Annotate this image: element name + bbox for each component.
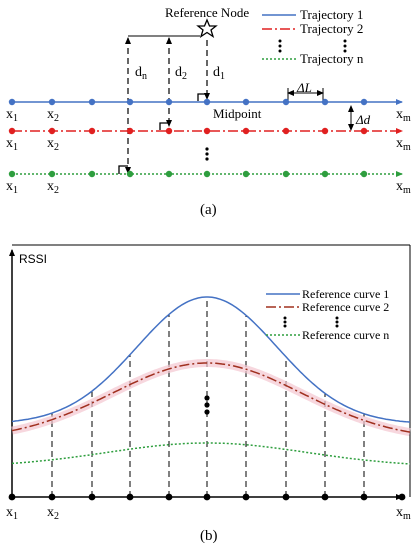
panel-b: RSSI x1 x2 xm Reference curve 1 Reference …	[6, 244, 411, 544]
legend-a-label-1: Trajectory 1	[300, 7, 363, 22]
trajectory-n-point	[282, 170, 290, 178]
x-axis-point	[48, 493, 56, 501]
legend-a-label-2: Trajectory 2	[300, 21, 363, 36]
trajectory-1-point	[203, 98, 211, 106]
trajectory-1-point	[360, 98, 368, 106]
x-axis-point	[203, 493, 211, 501]
curves-ellipsis-icon	[204, 395, 210, 415]
x-axis-point	[88, 493, 96, 501]
caption-b: (b)	[200, 528, 218, 544]
x1-label: x1	[6, 136, 18, 153]
right-angle-mark-2	[159, 122, 169, 130]
reference-curve-2-band	[11, 359, 411, 437]
label-d2: d2	[175, 65, 187, 82]
delta-l-label: ΔL	[296, 80, 312, 95]
trajectory-1-point	[321, 98, 329, 106]
trajectory-ellipsis-icon	[205, 147, 209, 161]
trajectory-n-point	[360, 170, 368, 178]
x-axis-point	[8, 493, 16, 501]
reference-node-label: Reference Node	[165, 5, 249, 20]
x-labels-a: x1 x2 xm x1 x2 xm x1 x2 xm	[6, 107, 411, 196]
legend-a: Trajectory 1 Trajectory 2 Trajectory n	[262, 7, 364, 66]
trajectory-n-point	[48, 170, 56, 178]
x-axis-point	[126, 493, 134, 501]
trajectory-n-point	[165, 170, 173, 178]
rssi-axis-label: RSSI	[19, 252, 47, 266]
x1-label: x1	[6, 107, 18, 124]
label-dn: dn	[135, 65, 147, 82]
trajectory-n-point	[88, 170, 96, 178]
trajectory-1-point	[88, 98, 96, 106]
trajectory-2-point	[321, 127, 329, 135]
trajectory-1-point	[126, 98, 134, 106]
trajectory-1-point	[282, 98, 290, 106]
trajectory-n-point	[8, 170, 16, 178]
reference-curve-2	[11, 362, 411, 433]
trajectory-2-point	[126, 127, 134, 135]
label-d1: d1	[213, 65, 225, 82]
legend-a-label-n: Trajectory n	[300, 51, 364, 66]
legend-b-label-2: Reference curve 2	[302, 300, 389, 314]
x-axis-point	[165, 493, 173, 501]
x1-label: x1	[6, 179, 18, 196]
right-angle-mark-n	[118, 165, 128, 174]
trajectory-1-point	[165, 98, 173, 106]
delta-d-label: Δd	[355, 112, 371, 127]
x2-label: x2	[47, 107, 59, 124]
x2-label: x2	[47, 136, 59, 153]
x-axis-point	[398, 493, 406, 501]
trajectory-2-point	[242, 127, 250, 135]
trajectory-1-point	[8, 98, 16, 106]
trajectory-n-point	[242, 170, 250, 178]
x-axis-point	[242, 493, 250, 501]
xm-label-b: xm	[396, 505, 411, 522]
xm-label: xm	[396, 107, 411, 124]
legend-a-ellipsis-icon	[278, 39, 347, 53]
trajectory-points	[8, 98, 368, 178]
trajectory-2-point	[88, 127, 96, 135]
legend-b-label-n: Reference curve n	[302, 328, 389, 342]
trajectory-2-point	[282, 127, 290, 135]
trajectory-n-point	[126, 170, 134, 178]
caption-a: (a)	[200, 202, 217, 218]
x-axis-points	[8, 493, 406, 501]
x-labels-b: x1 x2 xm	[6, 505, 411, 522]
trajectory-2-point	[360, 127, 368, 135]
trajectory-2-point	[165, 127, 173, 135]
x2-label-b: x2	[47, 505, 59, 522]
trajectory-2-point	[8, 127, 16, 135]
panel-a: Reference Node dn d2 d1 Midpoint ΔL Δd	[6, 5, 411, 218]
reference-curve-n	[11, 442, 411, 465]
trajectory-2-point	[48, 127, 56, 135]
reference-node-star-icon	[196, 18, 218, 39]
trajectory-1-point	[242, 98, 250, 106]
legend-b-label-1: Reference curve 1	[302, 287, 389, 301]
trajectory-n-point	[321, 170, 329, 178]
legend-b-ellipsis-icon	[283, 316, 339, 328]
x1-label-b: x1	[6, 505, 18, 522]
legend-b: Reference curve 1 Reference curve 2 Refe…	[266, 287, 389, 342]
x-axis-point	[360, 493, 368, 501]
midpoint-label: Midpoint	[213, 106, 262, 121]
trajectory-1-point	[48, 98, 56, 106]
reference-curve-1	[11, 296, 411, 423]
trajectory-2-point	[203, 127, 211, 135]
trajectory-n-point	[203, 170, 211, 178]
right-angle-mark-1	[197, 93, 207, 101]
x-axis-point	[282, 493, 290, 501]
x2-label: x2	[47, 179, 59, 196]
xm-label: xm	[396, 136, 411, 153]
x-axis-point	[321, 493, 329, 501]
xm-label: xm	[396, 179, 411, 196]
